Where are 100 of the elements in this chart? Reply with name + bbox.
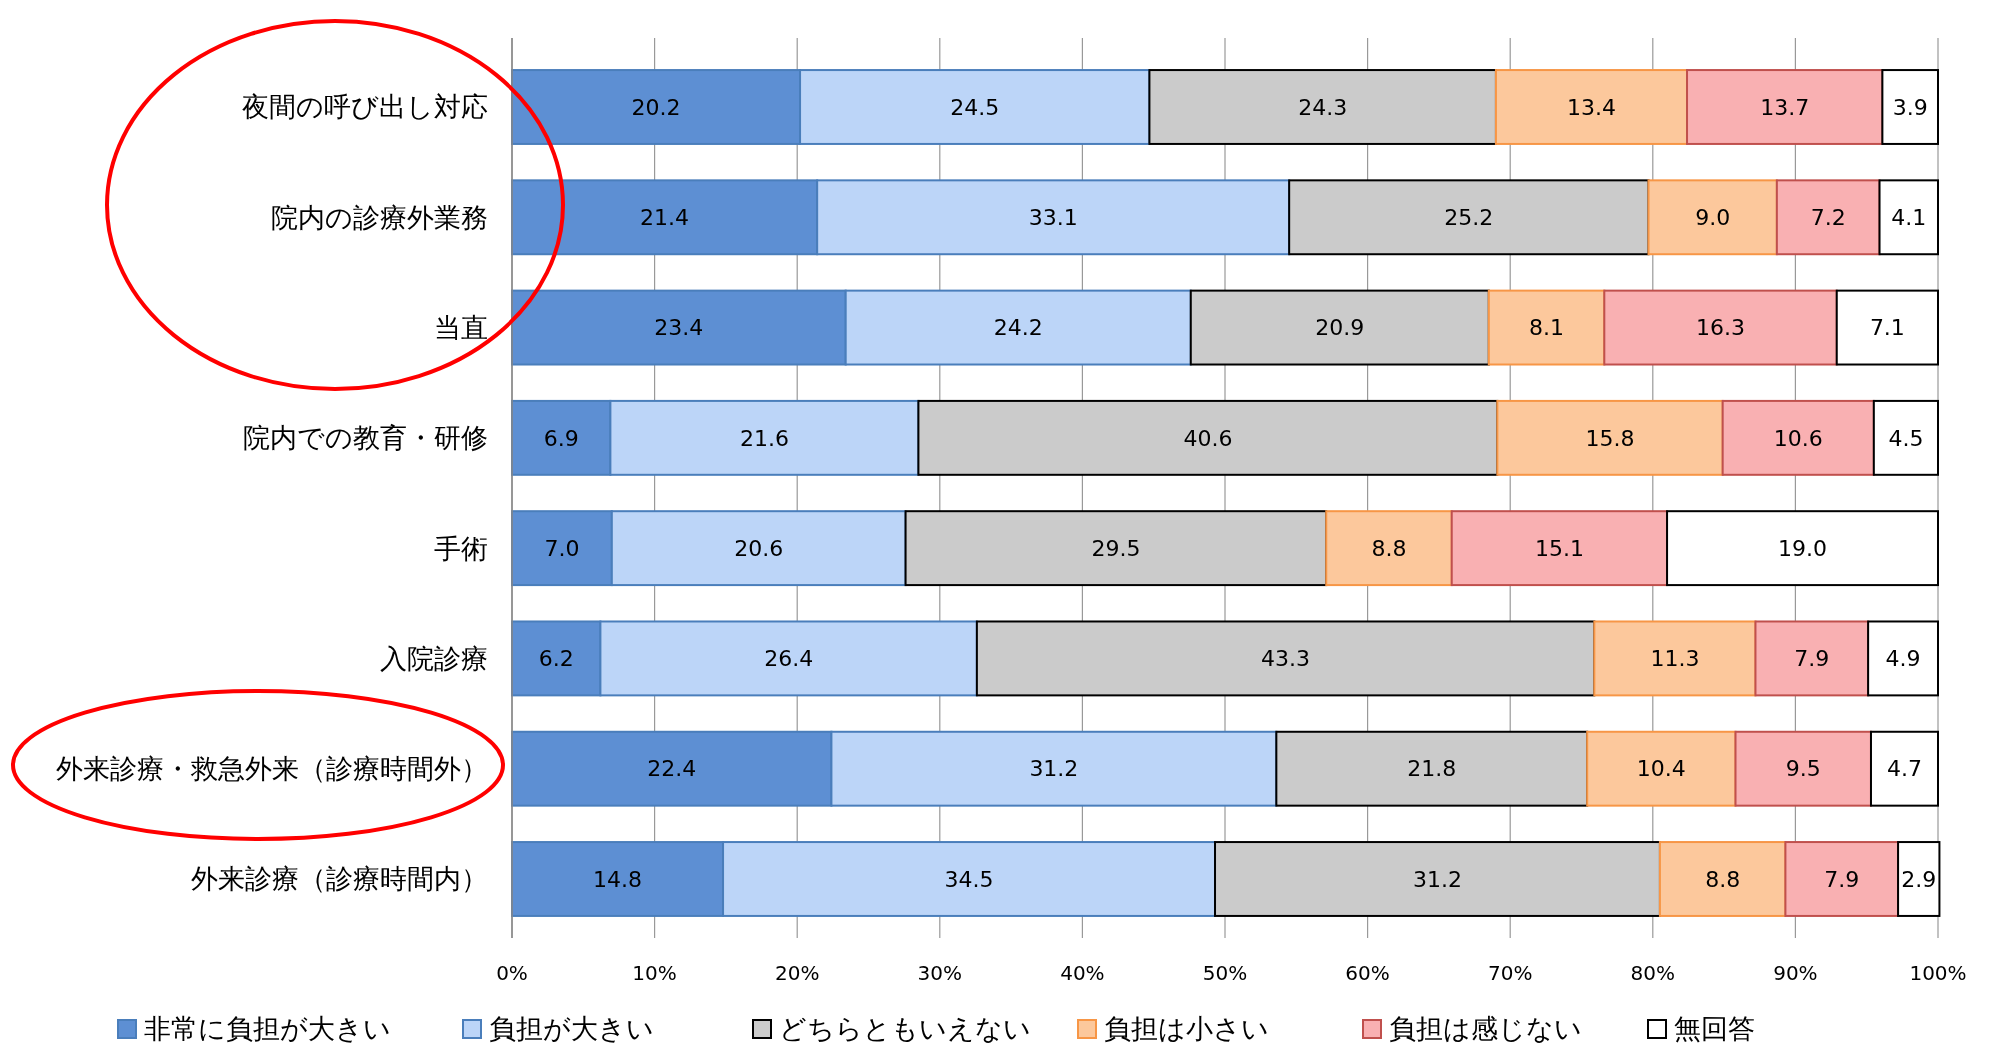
data-label: 19.0 xyxy=(1778,535,1828,561)
bar xyxy=(1148,69,1497,145)
bar xyxy=(1275,730,1589,807)
data-label: 26.4 xyxy=(764,646,814,672)
bar xyxy=(1586,730,1737,807)
legend-label: 負担は感じない xyxy=(1389,1013,1582,1045)
y-tick-label: 院内での教育・研修 xyxy=(243,422,488,454)
data-label: 24.2 xyxy=(993,315,1043,341)
bar xyxy=(1721,399,1875,476)
bar xyxy=(1897,841,1941,917)
data-label: 20.2 xyxy=(631,94,681,120)
legend-label: 非常に負担が大きい xyxy=(144,1013,391,1045)
x-tick-label: 80% xyxy=(1630,961,1676,985)
data-label: 7.9 xyxy=(1794,646,1830,672)
bar xyxy=(1214,841,1661,917)
y-tick-label: 外来診療（診療時間内） xyxy=(191,863,488,895)
bar xyxy=(1666,510,1939,587)
data-label: 4.7 xyxy=(1886,756,1922,782)
data-label: 4.1 xyxy=(1891,204,1927,230)
x-tick-label: 90% xyxy=(1773,961,1818,985)
data-label: 7.9 xyxy=(1824,866,1860,892)
data-label: 9.5 xyxy=(1785,756,1821,782)
bar xyxy=(1288,179,1650,256)
data-label: 6.9 xyxy=(543,425,579,451)
bar xyxy=(1496,399,1724,476)
bar xyxy=(1686,69,1884,145)
bar xyxy=(1487,289,1606,366)
y-tick-label: 夜間の呼び出し対応 xyxy=(242,91,488,123)
data-label: 33.1 xyxy=(1028,204,1078,230)
y-tick-label: 当直 xyxy=(434,312,488,344)
data-label: 34.5 xyxy=(944,866,994,892)
legend-label: 負担が大きい xyxy=(489,1013,654,1045)
bar xyxy=(1593,620,1757,697)
bar xyxy=(917,399,1499,476)
bar xyxy=(1494,69,1689,145)
data-label: 20.9 xyxy=(1315,315,1365,341)
data-label: 43.3 xyxy=(1261,646,1311,672)
bar xyxy=(1658,841,1787,917)
x-tick-label: 10% xyxy=(632,961,677,985)
bar xyxy=(1734,730,1872,807)
bar xyxy=(1878,179,1939,256)
data-label: 29.5 xyxy=(1091,535,1141,561)
data-label: 22.4 xyxy=(647,756,697,782)
legend-label: 負担は小さい xyxy=(1104,1013,1269,1045)
data-label: 24.3 xyxy=(1298,94,1348,120)
data-label: 31.2 xyxy=(1029,756,1079,782)
bar xyxy=(1603,289,1838,366)
data-label: 20.6 xyxy=(734,535,784,561)
x-tick-label: 20% xyxy=(774,961,820,985)
data-label: 13.7 xyxy=(1760,94,1810,120)
data-label: 31.2 xyxy=(1412,866,1462,892)
bar xyxy=(1647,179,1778,256)
data-label: 7.0 xyxy=(544,535,580,561)
bar xyxy=(1881,69,1939,145)
bar xyxy=(1450,510,1669,587)
x-tick-label: 100% xyxy=(1909,961,1967,985)
x-tick-label: 60% xyxy=(1345,961,1390,985)
y-tick-label: 手術 xyxy=(434,532,488,564)
data-label: 10.6 xyxy=(1773,425,1823,451)
data-label: 21.8 xyxy=(1407,756,1457,782)
data-label: 4.5 xyxy=(1888,425,1924,451)
data-label: 7.2 xyxy=(1810,204,1846,230)
x-tick-label: 30% xyxy=(917,961,963,985)
data-label: 40.6 xyxy=(1183,425,1233,451)
bar xyxy=(1775,179,1881,256)
bar xyxy=(1754,620,1870,697)
data-label: 15.8 xyxy=(1585,425,1635,451)
data-label: 21.6 xyxy=(739,425,789,451)
data-label: 8.8 xyxy=(1371,535,1407,561)
data-label: 8.1 xyxy=(1529,315,1565,341)
data-label: 25.2 xyxy=(1444,204,1494,230)
bar xyxy=(904,510,1328,587)
y-tick-label: 入院診療 xyxy=(380,642,488,674)
data-label: 23.4 xyxy=(654,315,704,341)
x-tick-label: 70% xyxy=(1487,961,1533,985)
data-label: 21.4 xyxy=(640,204,690,230)
bar xyxy=(1189,289,1490,366)
data-label: 4.9 xyxy=(1885,646,1921,672)
data-label: 10.4 xyxy=(1636,756,1686,782)
data-label: 9.0 xyxy=(1695,204,1731,230)
data-label: 3.9 xyxy=(1892,94,1928,120)
bar xyxy=(1869,730,1939,807)
data-label: 14.8 xyxy=(593,866,643,892)
data-label: 13.4 xyxy=(1566,94,1616,120)
data-label: 7.1 xyxy=(1869,315,1905,341)
x-tick-label: 0% xyxy=(496,961,528,985)
legend-label: 無回答 xyxy=(1674,1013,1755,1045)
bar xyxy=(1867,620,1939,697)
x-tick-label: 40% xyxy=(1060,961,1105,985)
bar xyxy=(1835,289,1939,366)
bar xyxy=(975,620,1596,697)
bar xyxy=(1872,399,1939,476)
y-tick-label: 外来診療・救急外来（診療時間外） xyxy=(56,753,488,785)
data-label: 6.2 xyxy=(538,646,574,672)
data-label: 15.1 xyxy=(1534,535,1584,561)
bar xyxy=(1784,841,1900,917)
legend-label: どちらともいえない xyxy=(779,1013,1031,1045)
data-label: 24.5 xyxy=(950,94,1000,120)
x-tick-label: 50% xyxy=(1202,961,1248,985)
data-label: 16.3 xyxy=(1696,315,1746,341)
